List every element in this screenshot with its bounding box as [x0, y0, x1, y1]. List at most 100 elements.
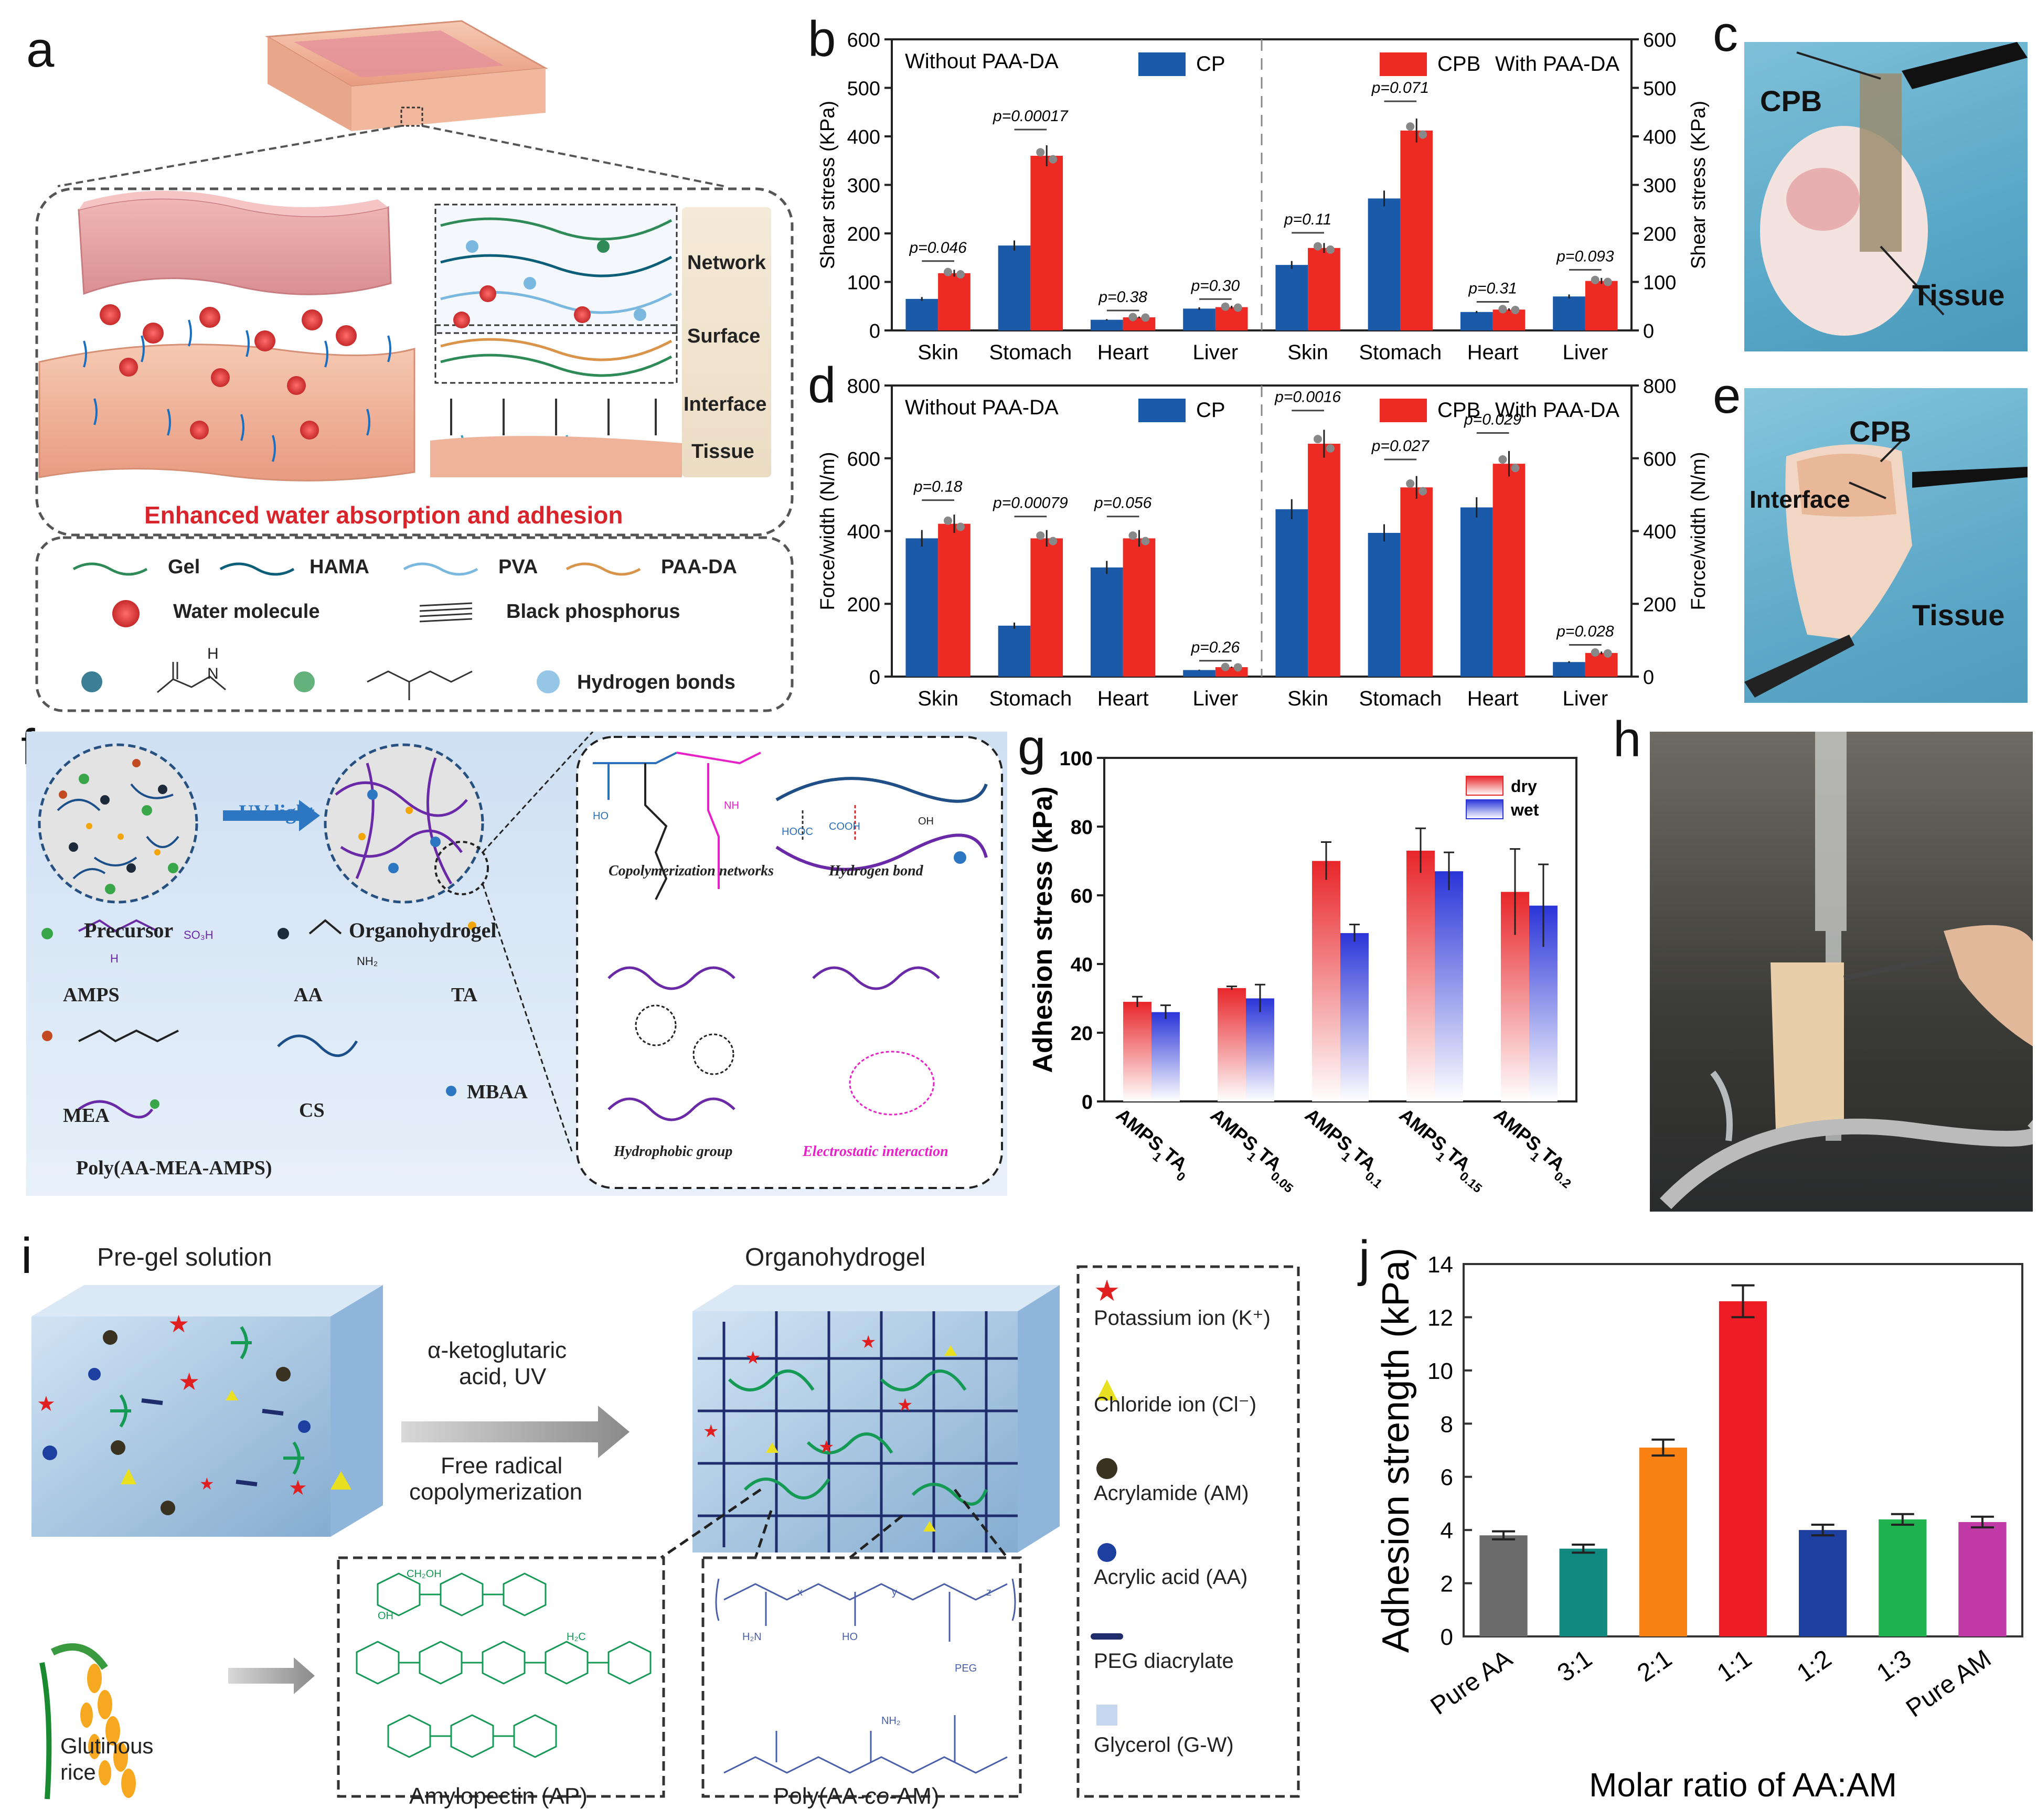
x-tick-part: AMPS	[1490, 1104, 1545, 1155]
y-tick-label-right: 200	[1643, 594, 1676, 616]
legend-glycerol: Glycerol (G-W)	[1094, 1733, 1234, 1757]
data-point	[943, 516, 952, 525]
x-tick-part: TA	[1537, 1143, 1569, 1175]
poly-label: Poly(AA-co-AM)	[774, 1783, 940, 1809]
legend-pva: PVA	[498, 556, 538, 578]
y-tick-label-right: 300	[1643, 175, 1676, 197]
legend-mbaa: MBAA	[467, 1081, 528, 1103]
bar-cpb	[1030, 156, 1063, 330]
data-point	[1221, 302, 1230, 311]
bar-cp	[1460, 507, 1493, 677]
bar-dry	[1218, 988, 1246, 1101]
panel-label-j: j	[1359, 1230, 1370, 1287]
inset-cooh: COOH	[829, 821, 860, 832]
data-point	[1591, 275, 1599, 284]
x-tick-label: Stomach	[989, 687, 1072, 710]
y-tick-label: 2	[1441, 1571, 1453, 1597]
legend-gel: Gel	[168, 556, 200, 578]
p-value: p=0.071	[1371, 79, 1429, 97]
y-tick-label-right: 600	[1643, 29, 1676, 51]
layer-tissue: Tissue	[691, 441, 754, 463]
svg-text:★: ★	[37, 1393, 56, 1416]
bar-dry	[1312, 861, 1340, 1101]
bar-wet	[1435, 871, 1463, 1101]
poly-y: y	[892, 1587, 897, 1598]
p-value: p=0.046	[909, 239, 967, 256]
pregel-particles: ★ ★ ★ ★ ★	[37, 1310, 351, 1515]
x-tick-label: Skin	[918, 687, 958, 710]
organo-particles: ★ ★ ★ ★ ★	[703, 1332, 957, 1532]
svg-text:★: ★	[745, 1348, 761, 1368]
data-point	[1603, 649, 1612, 658]
chloride-icon	[1096, 1379, 1117, 1400]
legend-bp-icon	[419, 602, 473, 623]
p-value: p=0.028	[1556, 623, 1614, 640]
y-tick-label: 12	[1427, 1305, 1453, 1331]
legend-paa-da: PAA-DA	[661, 556, 737, 578]
bar-cpb	[1215, 667, 1248, 677]
y-tick-label-right: 0	[1643, 667, 1654, 689]
panel-i: ★ ★ ★ ★ ★ ★ ★ ★ ★ ★	[21, 1243, 1306, 1820]
reaction-arrow	[401, 1406, 630, 1458]
legend-without: Without PAA-DA	[905, 50, 1059, 73]
poly-peg: PEG	[955, 1663, 977, 1674]
bar-cp	[998, 625, 1031, 677]
photo-h	[1650, 732, 2033, 1212]
x-tick-label: AMPS1TA0.05	[1202, 1104, 1304, 1196]
legend-cp-label: CP	[1196, 52, 1225, 76]
svg-text:★: ★	[178, 1368, 200, 1395]
y-axis-label: Shear stress (KPa)	[817, 101, 839, 269]
amylopectin-label: Amylopectin (AP)	[409, 1783, 588, 1809]
y-tick-label: 10	[1427, 1358, 1453, 1384]
x-tick-label: Liver	[1193, 341, 1239, 364]
legend-without: Without PAA-DA	[905, 396, 1059, 419]
x-axis-label: Molar ratio of AA:AM	[1589, 1766, 1897, 1804]
data-point	[1511, 464, 1520, 473]
bar-cp	[1460, 312, 1493, 330]
inset-oh: OH	[918, 816, 934, 827]
y-tick-label: 0	[1082, 1091, 1093, 1114]
p-value: p=0.30	[1191, 277, 1240, 294]
photo-e-drawing	[1744, 440, 2028, 698]
chart-b: 0 0 100 100 200 200 300 300 400 400 500 500 600 600 Sh…	[817, 29, 1710, 364]
x-tick-label: Pure AA	[1426, 1645, 1518, 1720]
y-axis-label-right: Force/width (N/m)	[1688, 452, 1710, 611]
legend-cpb-swatch	[1380, 399, 1427, 422]
data-point	[1141, 537, 1150, 545]
bar-cpb	[1123, 538, 1156, 677]
p-value: p=0.38	[1098, 288, 1147, 306]
x-tick-label: 1:3	[1872, 1645, 1916, 1688]
y-tick-label-right: 400	[1643, 126, 1676, 148]
data-point	[1313, 435, 1322, 444]
legend-water-molecule: Water molecule	[173, 601, 320, 623]
x-tick-label: Heart	[1467, 687, 1519, 710]
x-tick-label: 2:1	[1633, 1645, 1677, 1688]
pregel-label: Pre-gel solution	[97, 1244, 272, 1271]
bar-wet	[1246, 998, 1274, 1101]
bar-cpb	[1585, 652, 1618, 677]
legend-hydrogen-bonds: Hydrogen bonds	[577, 671, 735, 693]
arrow-bottom-1: Free radical	[441, 1453, 563, 1479]
svg-text:★: ★	[703, 1421, 719, 1441]
y-tick-label: 100	[847, 272, 880, 294]
svg-text:★: ★	[860, 1332, 876, 1352]
p-value: p=0.056	[1094, 495, 1152, 512]
x-tick-label: 1:2	[1792, 1645, 1837, 1688]
svg-text:★: ★	[199, 1474, 215, 1493]
panel-i-illustration: ★ ★ ★ ★ ★ ★ ★ ★ ★ ★	[31, 1265, 1300, 1800]
bar-cp	[1183, 670, 1215, 677]
rice-illustration	[39, 1643, 136, 1800]
p-value: p=0.00079	[993, 495, 1068, 512]
data-point	[1498, 305, 1507, 314]
y-tick-label-right: 600	[1643, 448, 1676, 470]
water-arrows	[83, 319, 391, 462]
poly-x: x	[797, 1587, 803, 1598]
legend-cp-label: CP	[1196, 399, 1225, 422]
bar-cpb	[1400, 487, 1433, 677]
bar-cp	[1090, 319, 1123, 330]
data-point	[956, 522, 965, 531]
legend-ta: TA	[451, 984, 477, 1006]
y-tick-label: 4	[1441, 1518, 1453, 1544]
y-axis-label: Adhesion strength (kPa)	[1375, 1248, 1417, 1653]
poly-z: z	[986, 1587, 991, 1598]
